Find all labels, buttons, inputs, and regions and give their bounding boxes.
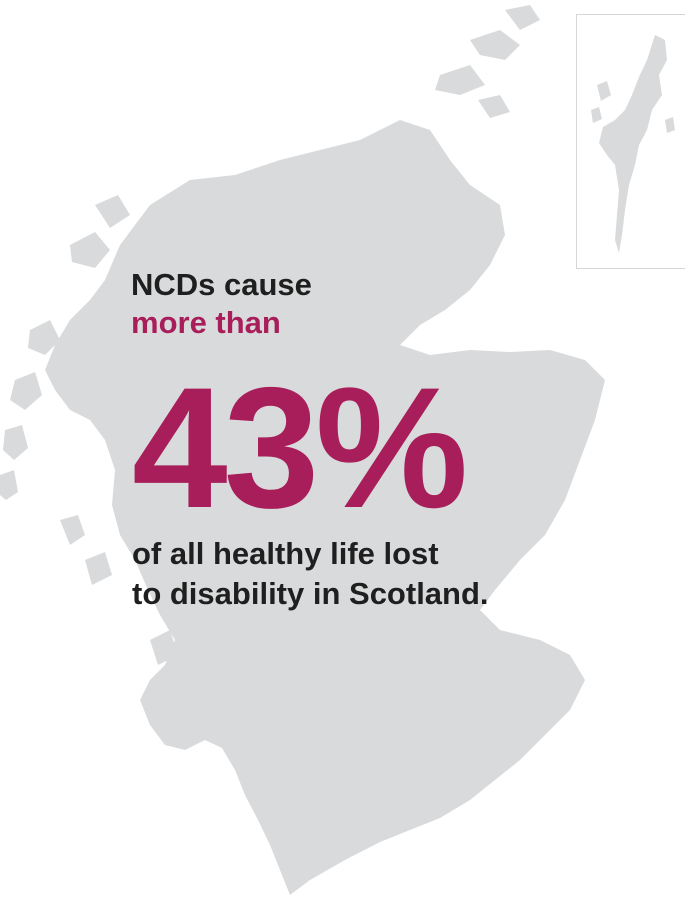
headline-line-2: more than: [131, 305, 281, 340]
stat-value: 43%: [132, 352, 468, 544]
caption-line-1: of all healthy life lost: [132, 536, 439, 571]
headline-line-1: NCDs cause: [131, 267, 312, 302]
caption-line-2: to disability in Scotland.: [132, 576, 489, 611]
shetland-inset-frame: [576, 14, 685, 269]
headline: NCDs cause more than: [131, 266, 312, 342]
caption: of all healthy life lost to disability i…: [132, 534, 489, 614]
shetland-islands-icon: [591, 35, 675, 253]
